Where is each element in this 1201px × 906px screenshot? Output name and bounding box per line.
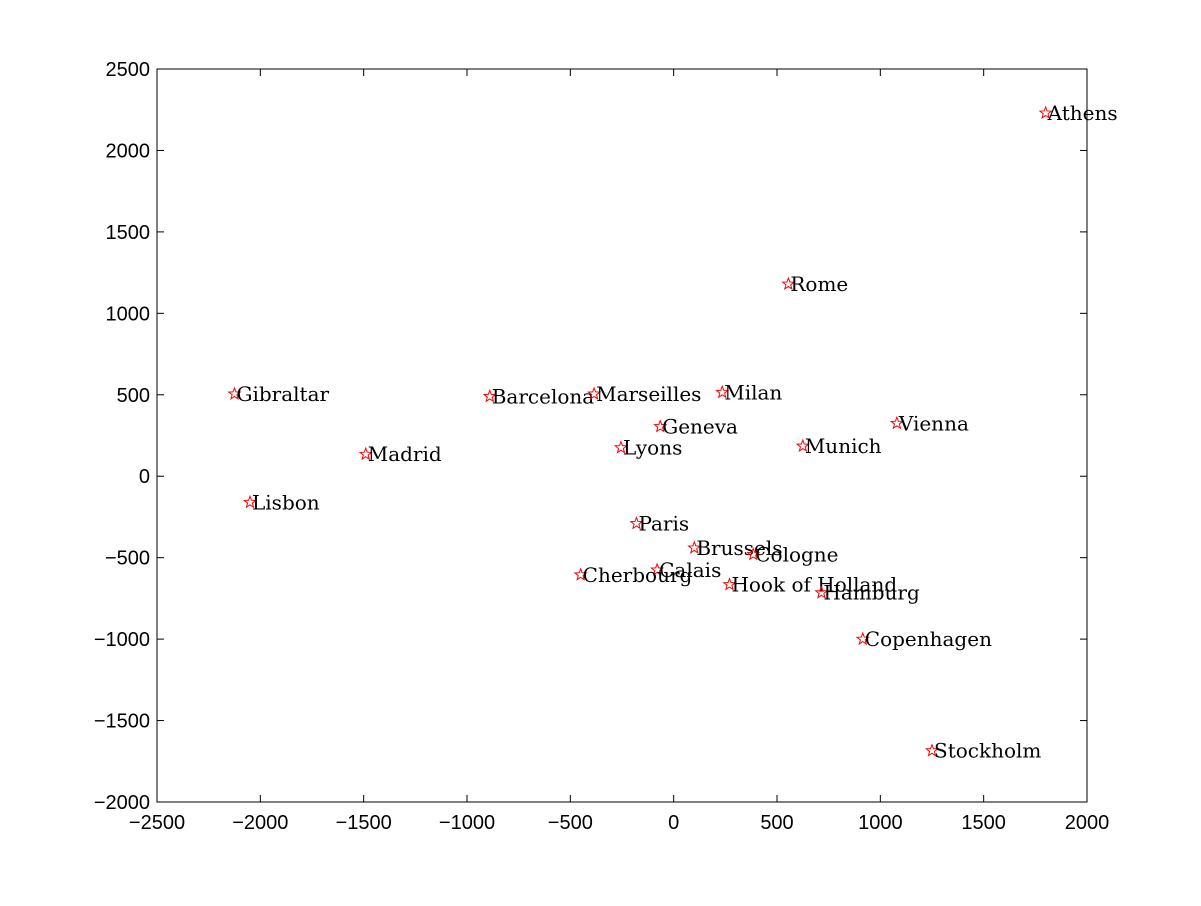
star-marker xyxy=(687,540,702,554)
city-label: Lyons xyxy=(623,436,682,460)
star-marker xyxy=(358,446,373,461)
star-marker xyxy=(924,743,940,757)
x-tick-label: 1500 xyxy=(961,812,1006,834)
city-label: Milan xyxy=(724,380,782,404)
city-label: Munich xyxy=(805,434,882,458)
x-tick-label: 0 xyxy=(668,812,679,834)
y-tick-label: −2000 xyxy=(94,792,150,814)
star-marker xyxy=(587,386,602,400)
axis-tick-labels: −2500 −2000 −1500 −1000 −500 0 500 1000 1500 2000… xyxy=(94,59,1109,834)
star-marker xyxy=(650,562,665,576)
star-marker xyxy=(242,494,258,509)
plot-area xyxy=(156,68,1088,803)
x-tick-label: 1000 xyxy=(858,812,903,834)
city-label: Cherbourg xyxy=(583,563,693,587)
star-marker xyxy=(781,276,796,291)
data-points: Athens Rome Gibraltar Barcelona Marseilles Mi… xyxy=(227,101,1118,763)
x-tick-label: −2500 xyxy=(129,812,185,834)
star-marker xyxy=(855,631,870,646)
city-label: Hamburg xyxy=(823,581,920,605)
x-tick-label: 2000 xyxy=(1065,812,1110,834)
city-label: Copenhagen xyxy=(865,627,992,651)
y-tick-label: 0 xyxy=(139,466,150,488)
city-label: Hook of Holland xyxy=(731,573,897,597)
star-marker xyxy=(722,577,737,591)
star-marker xyxy=(814,585,829,599)
city-label: Calais xyxy=(659,558,721,582)
star-marker xyxy=(653,419,668,433)
city-label: Barcelona xyxy=(492,384,595,408)
city-label: Vienna xyxy=(898,411,969,435)
x-tick-label: −1500 xyxy=(336,812,392,834)
city-label: Geneva xyxy=(662,415,738,439)
y-tick-label: −500 xyxy=(105,548,150,570)
x-tick-label: −2000 xyxy=(232,812,288,834)
city-label: Rome xyxy=(790,272,848,296)
star-marker xyxy=(1038,105,1053,119)
star-marker xyxy=(746,546,761,561)
star-marker xyxy=(795,438,810,453)
y-tick-label: 2000 xyxy=(106,140,151,162)
star-marker xyxy=(613,440,629,454)
y-tick-label: −1500 xyxy=(94,711,150,733)
city-label: Gibraltar xyxy=(237,382,330,406)
x-tick-label: −500 xyxy=(548,812,593,834)
city-label: Brussels xyxy=(696,536,782,560)
city-label: Paris xyxy=(638,511,689,535)
x-tick-label: 500 xyxy=(760,812,793,834)
x-tick-label: −1000 xyxy=(439,812,495,834)
star-marker xyxy=(573,567,588,581)
y-tick-label: 1000 xyxy=(106,303,151,325)
y-tick-label: 500 xyxy=(117,385,150,407)
axis-ticks xyxy=(156,68,1088,803)
city-label: Stockholm xyxy=(934,739,1041,763)
city-label: Lisbon xyxy=(252,490,320,514)
y-tick-label: 1500 xyxy=(106,222,151,244)
city-label: Madrid xyxy=(368,442,442,466)
star-marker xyxy=(715,384,730,399)
star-marker xyxy=(227,386,242,400)
star-marker xyxy=(482,388,497,403)
y-tick-label: −1000 xyxy=(94,629,150,651)
city-label: Cologne xyxy=(755,542,838,566)
city-label: Marseilles xyxy=(596,382,701,406)
star-marker xyxy=(629,516,644,530)
city-label: Athens xyxy=(1047,101,1118,125)
star-marker xyxy=(889,415,904,430)
y-tick-label: 2500 xyxy=(106,59,151,81)
